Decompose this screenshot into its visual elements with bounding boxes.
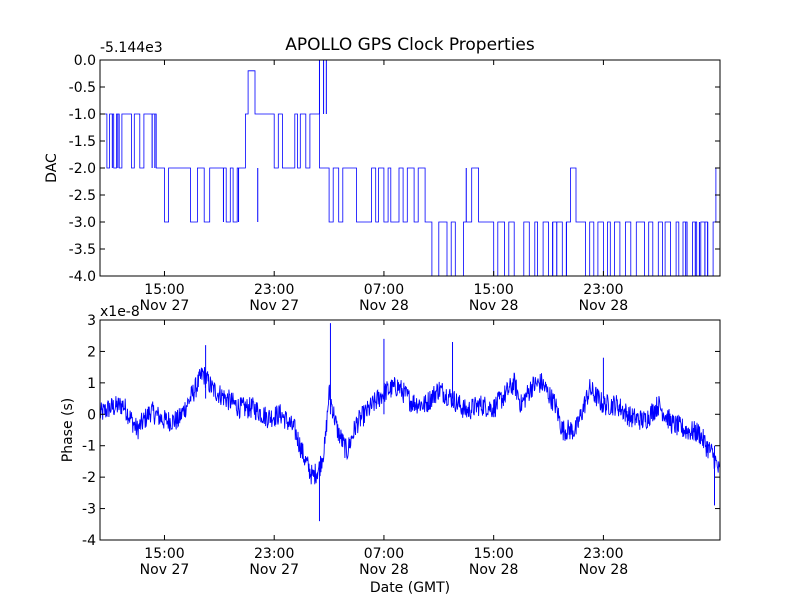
dac-ytick-label: -1.5 [69,134,96,150]
chart-title: APOLLO GPS Clock Properties [285,35,535,55]
phase-ytick-label: -3 [82,502,96,518]
phase-series [99,323,721,522]
dac-offset-label: -5.144e3 [100,40,163,56]
dac-xtick-time-label: 15:00 [144,282,184,298]
dac-series-line [100,70,720,277]
phase-ytick-label: -4 [82,533,96,549]
dac-panel: -5.144e3 DAC 0.0 -0.5 -1.0 -1.5 -2.0 -2.5 -3.0… [44,40,721,314]
dac-ytick-label: -4.0 [69,269,96,285]
dac-plot-frame [99,59,721,277]
phase-ytick-label: 3 [87,313,96,329]
phase-ytick-label: -1 [82,439,96,455]
phase-xtick-time-label: 07:00 [364,546,404,562]
dac-xtick-date-label: Nov 27 [249,298,299,314]
dac-ticks: 0.0 -0.5 -1.0 -1.5 -2.0 -2.5 -3.0 -3.5 -4.0 15:00… [69,53,720,314]
dac-series [100,60,720,277]
dac-ytick-label: -2.5 [69,188,96,204]
dac-ytick-label: -0.5 [69,80,96,96]
phase-series-line [99,367,721,485]
dac-xtick-date-label: Nov 27 [140,298,190,314]
dac-xtick-date-label: Nov 28 [359,298,409,314]
phase-plot-frame [99,319,721,541]
phase-offset-label: x1e-8 [100,304,140,320]
phase-ylabel: Phase (s) [60,398,76,462]
dac-xtick-time-label: 23:00 [254,282,294,298]
phase-ytick-label: -2 [82,470,96,486]
dac-ytick-label: -3.5 [69,242,96,258]
phase-xlabel: Date (GMT) [370,580,450,596]
phase-ytick-label: 1 [87,376,96,392]
phase-xtick-date-label: Nov 27 [140,562,190,578]
dac-ytick-label: 0.0 [74,53,96,69]
phase-ytick-label: 0 [87,407,96,423]
phase-xtick-date-label: Nov 27 [249,562,299,578]
dac-ylabel: DAC [44,153,60,183]
phase-xtick-date-label: Nov 28 [469,562,519,578]
phase-xtick-time-label: 15:00 [473,546,513,562]
dac-xtick-time-label: 07:00 [364,282,404,298]
phase-xtick-time-label: 23:00 [583,546,623,562]
phase-ytick-label: 2 [87,344,96,360]
phase-xtick-time-label: 15:00 [144,546,184,562]
phase-xtick-date-label: Nov 28 [359,562,409,578]
dac-ytick-label: -1.0 [69,107,96,123]
dac-ytick-label: -3.0 [69,215,96,231]
dac-xtick-date-label: Nov 28 [579,298,629,314]
dac-xtick-time-label: 15:00 [473,282,513,298]
phase-xtick-date-label: Nov 28 [579,562,629,578]
dac-xtick-time-label: 23:00 [583,282,623,298]
dac-xtick-date-label: Nov 28 [469,298,519,314]
dac-ytick-label: -2.0 [69,161,96,177]
phase-xtick-time-label: 23:00 [254,546,294,562]
